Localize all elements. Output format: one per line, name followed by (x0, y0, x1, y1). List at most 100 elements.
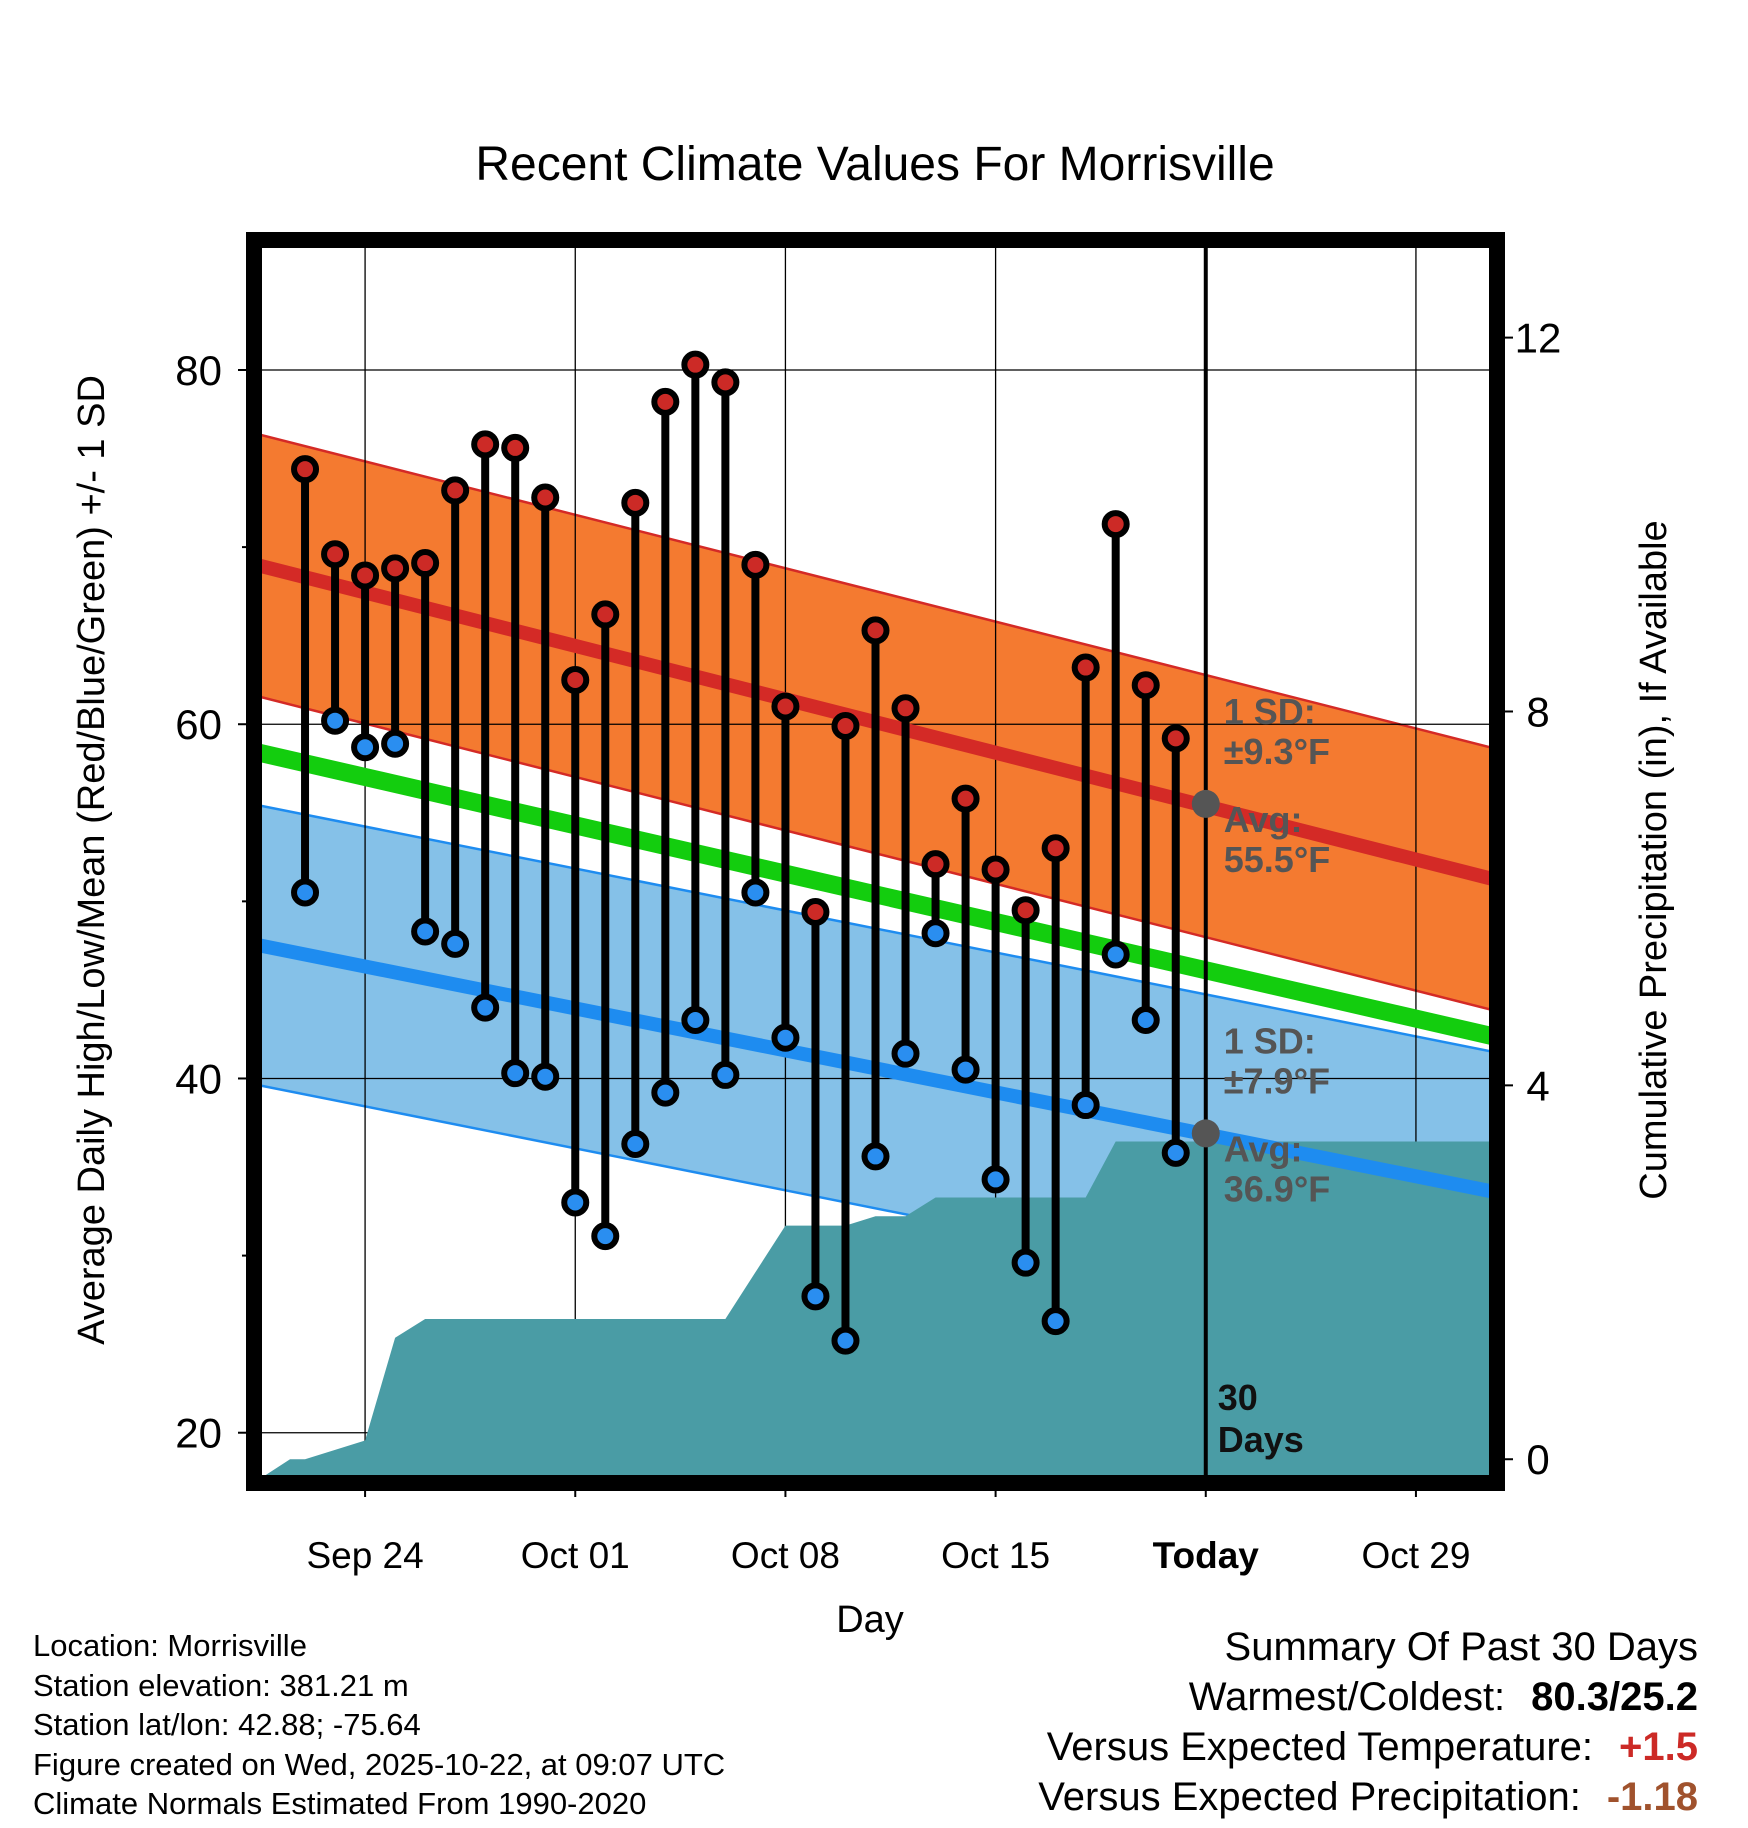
temp-label: Versus Expected Temperature: (1046, 1725, 1594, 1769)
plot-frame (246, 232, 1505, 1491)
warm-cold-value: 80.3/25.2 (1531, 1675, 1698, 1719)
high-point-21 (921, 850, 950, 879)
low-point-0 (291, 878, 320, 907)
high-point-24 (1011, 896, 1040, 925)
normals-text: Climate Normals Estimated From 1990-2020 (33, 1786, 647, 1821)
precip-value: -1.18 (1606, 1775, 1698, 1819)
period-label-0: 30 (1218, 1377, 1258, 1418)
high-point-23 (981, 855, 1010, 884)
x-tick-label-4: Today (1153, 1535, 1260, 1576)
low-point-27 (1101, 940, 1130, 969)
x-tick-label-5: Oct 29 (1361, 1535, 1470, 1576)
high-point-2 (351, 561, 380, 590)
low-point-12 (651, 1078, 680, 1107)
low-point-17 (801, 1282, 830, 1311)
x-tick-label-1: Oct 01 (521, 1535, 630, 1576)
low-point-18 (831, 1326, 860, 1355)
latlon-text: Station lat/lon: 42.88; -75.64 (33, 1707, 421, 1742)
high-point-28 (1131, 671, 1160, 700)
high-point-13 (681, 350, 710, 379)
y-tick-label-20: 20 (175, 1410, 222, 1457)
low-point-14 (711, 1060, 740, 1089)
low-point-26 (1071, 1091, 1100, 1120)
precip-label: Versus Expected Precipitation: (1038, 1775, 1581, 1819)
low-point-11 (621, 1130, 650, 1159)
low-point-7 (501, 1059, 530, 1088)
summary-title: Summary Of Past 30 Days (1224, 1625, 1698, 1669)
low-point-28 (1131, 1006, 1160, 1035)
summary-panel: Summary Of Past 30 Days Warmest/Coldest:… (1038, 1622, 1698, 1822)
low-point-9 (561, 1188, 590, 1217)
high-point-6 (471, 430, 500, 459)
precip-area (262, 1141, 1491, 1477)
high-point-18 (831, 712, 860, 741)
x-tick-label-0: Sep 24 (306, 1535, 423, 1576)
y-axis-label: Average Daily High/Low/Mean (Red/Blue/Gr… (71, 375, 113, 1345)
low-avg-label: Avg: (1224, 1128, 1303, 1169)
location-text: Location: Morrisville (33, 1628, 307, 1663)
low-point-16 (771, 1023, 800, 1052)
high-point-5 (441, 476, 470, 505)
low-point-15 (741, 878, 770, 907)
low-avg-value: 36.9°F (1224, 1168, 1330, 1209)
y-tick-label-60: 60 (175, 701, 222, 748)
high-point-26 (1071, 653, 1100, 682)
high-sd-value: ±9.3°F (1224, 731, 1330, 772)
high-avg-label: Avg: (1224, 799, 1303, 840)
high-point-0 (291, 455, 320, 484)
x-tick-label-2: Oct 08 (731, 1535, 840, 1576)
low-sd-label: 1 SD: (1224, 1020, 1316, 1061)
low-point-8 (531, 1062, 560, 1091)
today-low-normal-dot (1191, 1119, 1220, 1148)
y-tick-label-40: 40 (175, 1055, 222, 1102)
high-point-19 (861, 616, 890, 645)
high-point-25 (1041, 834, 1070, 863)
low-point-24 (1011, 1248, 1040, 1277)
high-point-17 (801, 897, 830, 926)
high-point-1 (321, 540, 350, 569)
created-text: Figure created on Wed, 2025-10-22, at 09… (33, 1746, 726, 1782)
low-point-4 (411, 917, 440, 946)
low-point-13 (681, 1006, 710, 1035)
low-point-6 (471, 993, 500, 1022)
high-point-14 (711, 368, 740, 397)
high-point-8 (531, 483, 560, 512)
low-point-29 (1161, 1138, 1190, 1167)
y2-tick-label-8: 8 (1526, 688, 1549, 735)
high-point-20 (891, 694, 920, 723)
low-point-23 (981, 1165, 1010, 1194)
y2-axis-label: Cumulative Precipitation (in), If Availa… (1633, 520, 1675, 1199)
warm-cold-label: Warmest/Coldest: (1188, 1675, 1506, 1719)
y2-tick-label-0: 0 (1526, 1436, 1549, 1483)
elevation-text: Station elevation: 381.21 m (33, 1667, 409, 1703)
high-point-15 (741, 550, 770, 579)
low-point-5 (441, 929, 470, 958)
high-point-27 (1101, 510, 1130, 539)
y2-tick-label-4: 4 (1526, 1062, 1549, 1109)
y2-tick-label-12: 12 (1515, 315, 1562, 362)
low-point-22 (951, 1055, 980, 1084)
period-label-1: Days (1218, 1419, 1304, 1460)
high-point-3 (381, 554, 410, 583)
today-high-normal-dot (1191, 789, 1220, 818)
high-point-29 (1161, 724, 1190, 753)
low-point-20 (891, 1039, 920, 1068)
high-point-4 (411, 549, 440, 578)
low-point-3 (381, 729, 410, 758)
y-tick-label-80: 80 (175, 347, 222, 394)
x-axis-label: Day (836, 1599, 904, 1641)
high-point-16 (771, 692, 800, 721)
high-avg-value: 55.5°F (1224, 839, 1330, 880)
high-point-10 (591, 600, 620, 629)
summary-temp-row: Versus Expected Temperature: +1.5 (1038, 1722, 1698, 1772)
low-sd-value: ±7.9°F (1224, 1060, 1330, 1101)
chart-title: Recent Climate Values For Morrisville (475, 138, 1274, 191)
summary-precip-row: Versus Expected Precipitation: -1.18 (1038, 1772, 1698, 1822)
low-point-25 (1041, 1307, 1070, 1336)
high-point-11 (621, 488, 650, 517)
high-point-12 (651, 387, 680, 416)
high-point-9 (561, 665, 590, 694)
low-point-19 (861, 1142, 890, 1171)
high-point-22 (951, 784, 980, 813)
